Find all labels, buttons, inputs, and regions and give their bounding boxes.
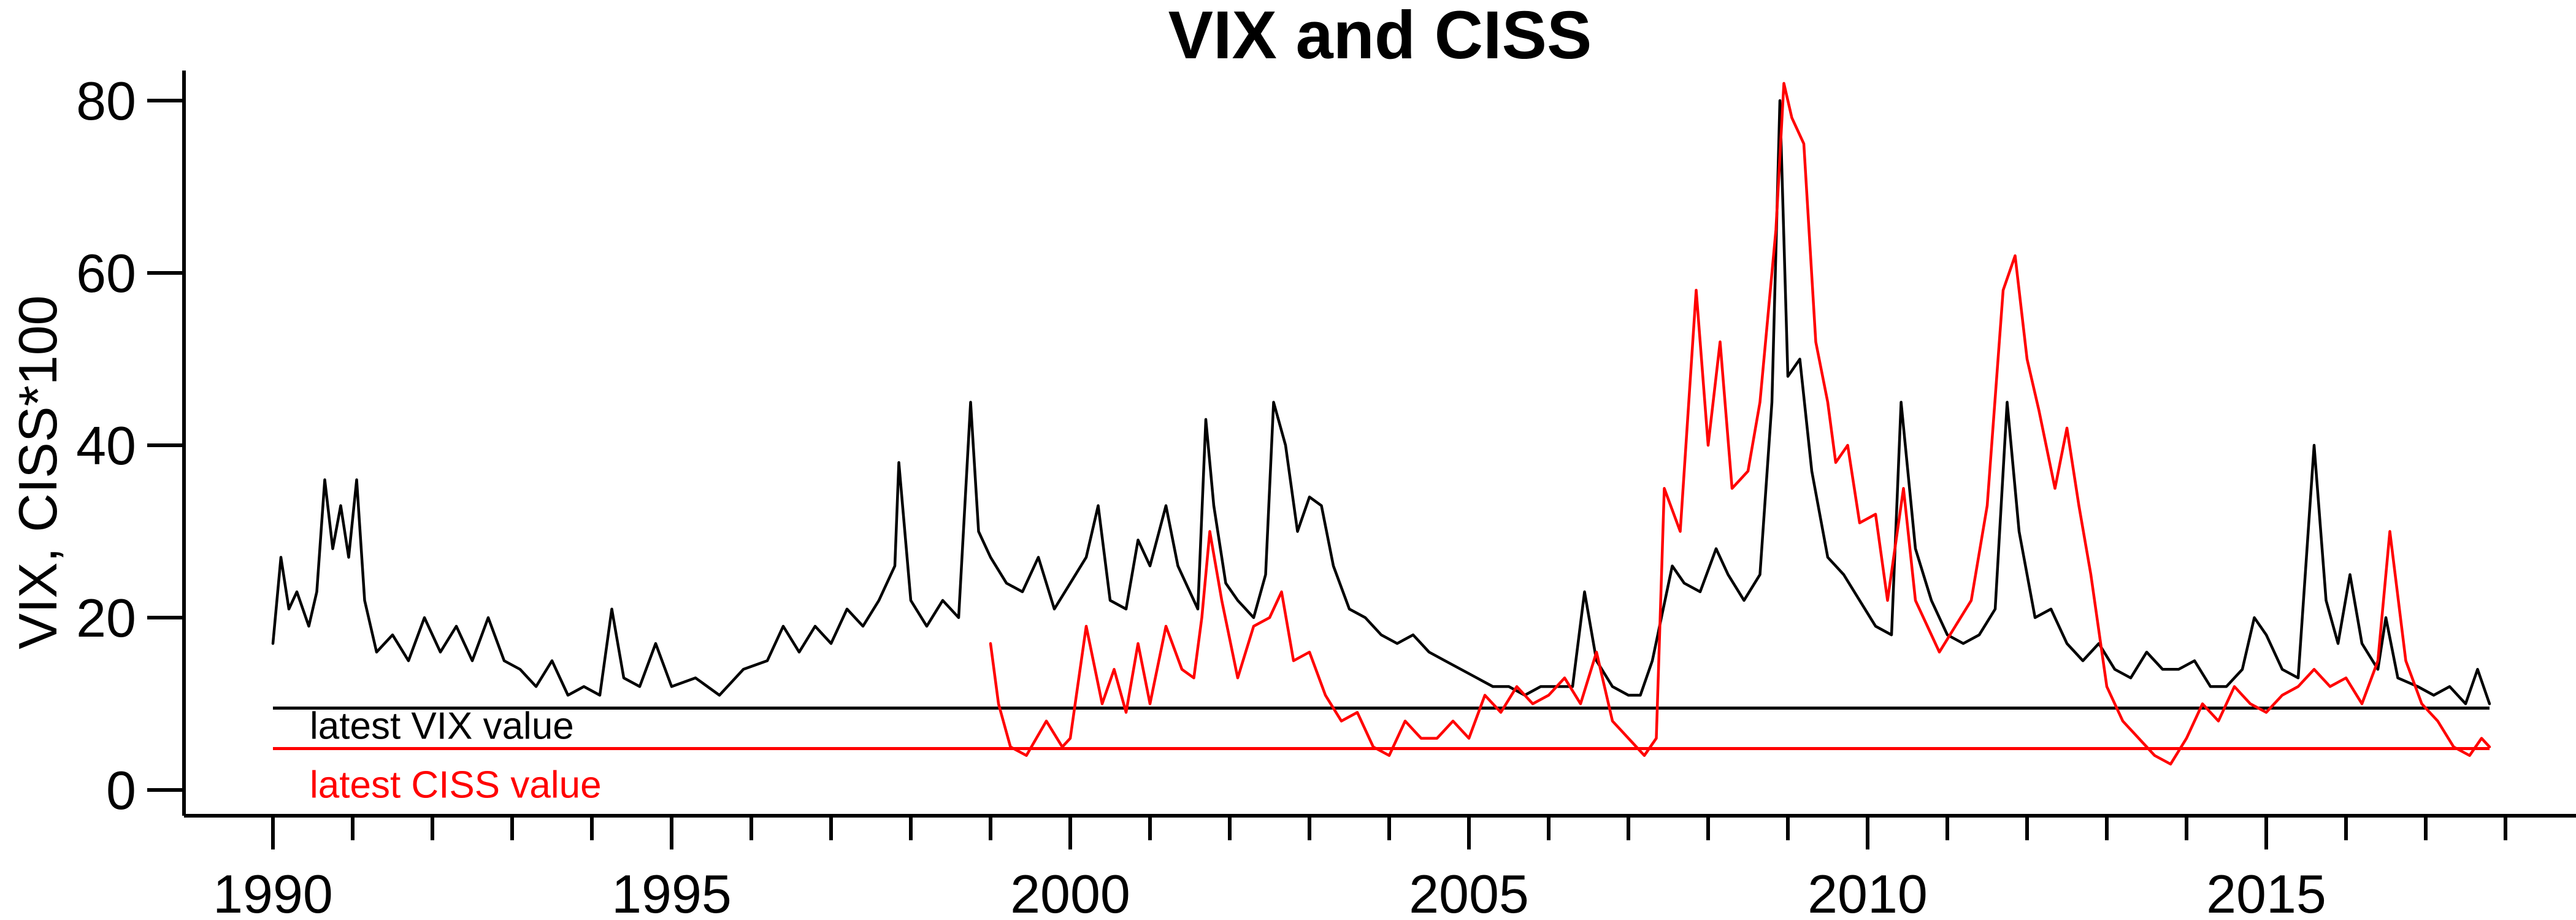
- ciss-series-line: [989, 82, 2491, 766]
- y-tick-label-80: 80: [76, 71, 136, 131]
- ciss_latest-label: latest CISS value: [310, 764, 602, 807]
- series-layer: [271, 82, 2491, 766]
- y-axis-label: VIX, CISS*100: [7, 295, 68, 649]
- y-tick-label-20: 20: [76, 588, 136, 648]
- x-tick-label-1995: 1995: [611, 864, 732, 920]
- x-tick-label-2015: 2015: [2206, 864, 2326, 920]
- y-axis-ticks: 0 20 40 60 80: [76, 71, 184, 821]
- x-tick-label-2000: 2000: [1010, 864, 1130, 920]
- vix_latest-label: latest VIX value: [310, 705, 574, 748]
- y-tick-label-0: 0: [106, 760, 136, 821]
- x-axis-ticks: 1990 1995 2000 2005 2010 2015: [213, 816, 2507, 920]
- x-tick-label-1990: 1990: [213, 864, 333, 920]
- x-tick-label-2010: 2010: [1807, 864, 1928, 920]
- vix-series-line: [271, 99, 2491, 705]
- x-tick-label-2005: 2005: [1409, 864, 1529, 920]
- y-tick-label-60: 60: [76, 243, 136, 304]
- y-tick-label-40: 40: [76, 415, 136, 476]
- chart-title: VIX and CISS: [1168, 0, 1592, 73]
- reference-lines: latest VIX value latest CISS value: [273, 705, 2490, 807]
